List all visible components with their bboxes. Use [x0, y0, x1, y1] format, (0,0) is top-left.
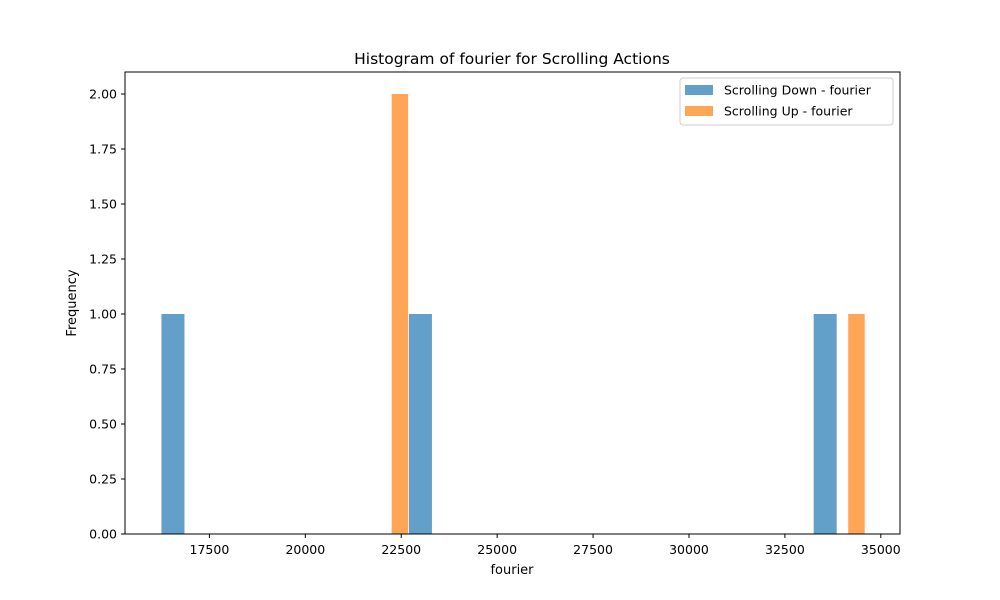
y-tick-label: 0.50	[89, 417, 117, 432]
bar-series0-bin1	[408, 314, 432, 534]
y-tick-label: 0.00	[89, 527, 117, 542]
legend: Scrolling Down - fourier Scrolling Up - f…	[679, 77, 894, 126]
x-tick-label: 22500	[381, 542, 421, 557]
y-tick-label: 1.75	[89, 142, 117, 157]
chart-title: Histogram of fourier for Scrolling Actio…	[354, 50, 670, 68]
legend-swatch-0	[685, 85, 713, 95]
legend-swatch-1	[685, 106, 713, 116]
x-axis-label: fourier	[490, 563, 534, 578]
bar-series1-bin0	[391, 94, 409, 534]
x-tick-label: 32500	[765, 542, 805, 557]
y-tick-label: 1.25	[89, 252, 117, 267]
x-tick-label: 27500	[573, 542, 613, 557]
bars-group	[161, 94, 865, 534]
x-tick-label: 30000	[669, 542, 709, 557]
bar-series0-bin0	[161, 314, 185, 534]
y-tick-label: 0.75	[89, 362, 117, 377]
x-tick-label: 25000	[477, 542, 517, 557]
bar-series0-bin2	[813, 314, 837, 534]
legend-label-1: Scrolling Up - fourier	[724, 104, 853, 119]
legend-frame	[679, 77, 894, 126]
x-tick-label: 17500	[190, 542, 230, 557]
y-axis: 0.00 0.25 0.50 0.75 1.00 1.25 1.50 1.75 2.00	[89, 87, 125, 542]
y-axis-label: Frequency	[65, 269, 80, 336]
x-axis: 17500 20000 22500 25000 27500 30000 32500 35000	[190, 534, 901, 557]
y-tick-label: 1.50	[89, 197, 117, 212]
y-tick-label: 2.00	[89, 87, 117, 102]
bar-series1-bin1	[848, 314, 865, 534]
legend-label-0: Scrolling Down - fourier	[724, 83, 872, 98]
x-tick-label: 35000	[861, 542, 901, 557]
x-tick-label: 20000	[285, 542, 325, 557]
y-tick-label: 0.25	[89, 472, 117, 487]
y-tick-label: 1.00	[89, 307, 117, 322]
plot-frame	[124, 71, 901, 535]
